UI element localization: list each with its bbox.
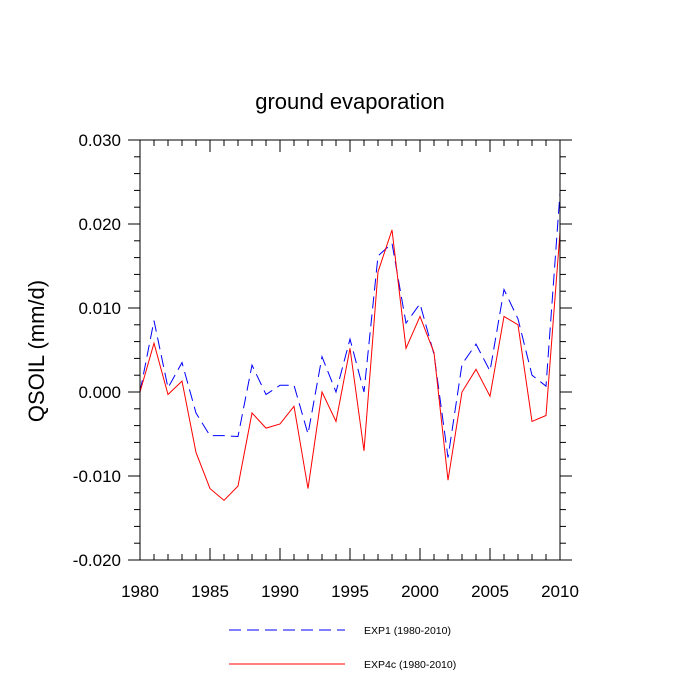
x-tick-label: 1985	[191, 582, 229, 601]
y-tick-label: 0.030	[78, 131, 121, 150]
tick-labels: 1980 1985 1990 1995 2000 2005 2010 -0.020 -0.010…	[73, 131, 579, 601]
y-tick-label: 0.010	[78, 299, 121, 318]
y-tick-label: 0.000	[78, 383, 121, 402]
legend-label-2: EXP4c (1980-2010)	[364, 659, 456, 671]
y-axis-label: QSOIL (mm/d)	[24, 280, 49, 422]
x-tick-label: 2000	[401, 582, 439, 601]
y-tick-label: -0.010	[73, 467, 121, 486]
x-tick-label: 2010	[541, 582, 579, 601]
legend: EXP1 (1980-2010) EXP4c (1980-2010)	[229, 625, 456, 671]
x-tick-label: 1980	[121, 582, 159, 601]
series-line-2	[139, 229, 561, 502]
legend-label-1: EXP1 (1980-2010)	[364, 625, 451, 637]
y-tick-label: -0.020	[73, 551, 121, 570]
minor-ticks	[134, 140, 566, 560]
x-tick-label: 1995	[331, 582, 369, 601]
series-line-1	[139, 192, 561, 458]
x-tick-label: 1990	[261, 582, 299, 601]
plot-frame	[139, 139, 561, 561]
chart-title: ground evaporation	[255, 89, 445, 114]
y-tick-label: 0.020	[78, 215, 121, 234]
series-layer	[139, 192, 561, 502]
x-tick-label: 2005	[471, 582, 509, 601]
